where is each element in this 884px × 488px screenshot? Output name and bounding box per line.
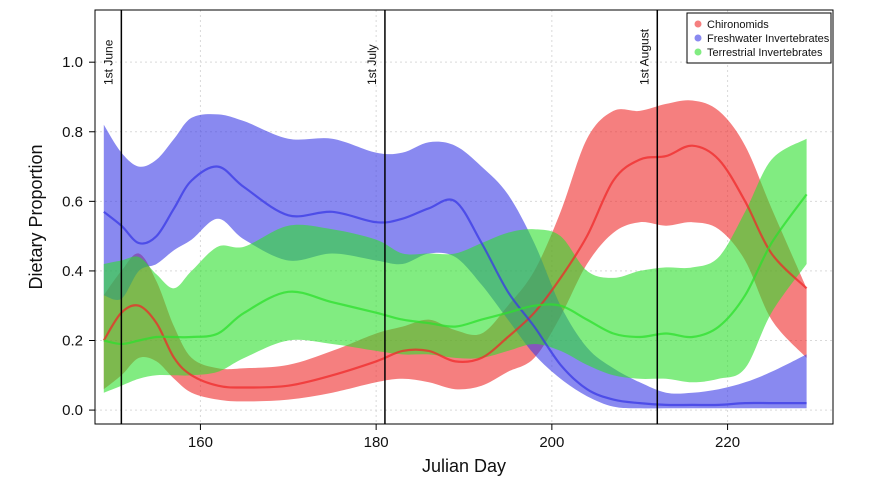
x-axis-ticks: 160 180 200 220 — [188, 424, 740, 451]
y-tick-label: 0.6 — [62, 193, 83, 210]
chironomids-mean-line — [102, 144, 808, 389]
date-marker-label: 1st June — [101, 39, 115, 85]
y-tick-label: 0.4 — [62, 263, 83, 280]
y-tick-label: 1.0 — [62, 54, 83, 71]
legend-swatch — [694, 48, 702, 56]
mean-lines — [102, 144, 808, 407]
terrestrial-invertebrates-mean-line — [103, 193, 808, 346]
legend-box — [686, 12, 832, 64]
date-markers: 1st June 1st July 1st August — [101, 10, 659, 424]
legend-label: Chironomids — [707, 19, 769, 31]
legend-swatch — [694, 34, 702, 42]
legend-swatch — [694, 20, 702, 28]
y-tick-label: 0.0 — [62, 402, 83, 419]
confidence-bands — [103, 100, 807, 409]
freshwater-invertebrates-band — [103, 114, 807, 409]
y-axis-ticks: 0.0 0.2 0.4 0.6 0.8 1.0 — [62, 54, 95, 419]
y-tick-label: 0.8 — [62, 124, 83, 141]
x-tick-label: 200 — [539, 434, 564, 451]
terrestrial-invertebrates-band — [103, 138, 807, 393]
x-tick-label: 220 — [715, 434, 740, 451]
x-tick-label: 180 — [364, 434, 389, 451]
x-axis-title: Julian Day — [422, 456, 506, 476]
y-axis-title: Dietary Proportion — [26, 144, 46, 289]
freshwater-invertebrates-mean-line — [103, 165, 807, 407]
plot-frame — [94, 9, 834, 425]
y-tick-label: 0.2 — [62, 333, 83, 350]
legend: Chironomids Freshwater Invertebrates Terre… — [686, 12, 832, 64]
date-marker-label: 1st August — [637, 28, 651, 85]
x-tick-label: 160 — [188, 434, 213, 451]
legend-items: Chironomids Freshwater Invertebrates Terre… — [694, 19, 830, 59]
legend-label: Terrestrial Invertebrates — [707, 47, 823, 59]
date-marker-label: 1st July — [365, 44, 379, 85]
legend-label: Freshwater Invertebrates — [707, 33, 830, 45]
chironomids-band — [103, 100, 807, 402]
